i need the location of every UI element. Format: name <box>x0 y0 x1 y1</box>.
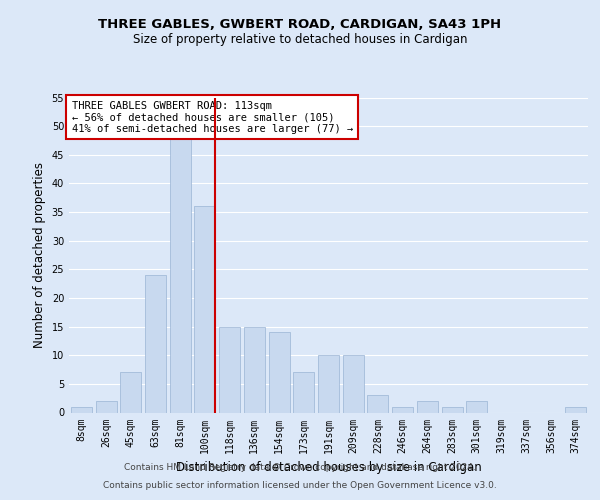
Bar <box>293 372 314 412</box>
Bar <box>120 372 141 412</box>
Bar <box>565 407 586 412</box>
Bar <box>442 407 463 412</box>
Bar <box>95 401 116 412</box>
Bar <box>194 206 215 412</box>
Bar <box>343 355 364 412</box>
Bar <box>170 126 191 412</box>
Y-axis label: Number of detached properties: Number of detached properties <box>33 162 46 348</box>
Bar <box>71 407 92 412</box>
Text: THREE GABLES, GWBERT ROAD, CARDIGAN, SA43 1PH: THREE GABLES, GWBERT ROAD, CARDIGAN, SA4… <box>98 18 502 30</box>
X-axis label: Distribution of detached houses by size in Cardigan: Distribution of detached houses by size … <box>176 461 481 474</box>
Text: Contains HM Land Registry data © Crown copyright and database right 2024.: Contains HM Land Registry data © Crown c… <box>124 464 476 472</box>
Bar <box>244 326 265 412</box>
Text: Contains public sector information licensed under the Open Government Licence v3: Contains public sector information licen… <box>103 481 497 490</box>
Bar <box>466 401 487 412</box>
Text: THREE GABLES GWBERT ROAD: 113sqm
← 56% of detached houses are smaller (105)
41% : THREE GABLES GWBERT ROAD: 113sqm ← 56% o… <box>71 100 353 134</box>
Bar <box>219 326 240 412</box>
Bar <box>392 407 413 412</box>
Bar <box>145 275 166 412</box>
Text: Size of property relative to detached houses in Cardigan: Size of property relative to detached ho… <box>133 32 467 46</box>
Bar <box>269 332 290 412</box>
Bar <box>318 355 339 412</box>
Bar <box>367 396 388 412</box>
Bar <box>417 401 438 412</box>
